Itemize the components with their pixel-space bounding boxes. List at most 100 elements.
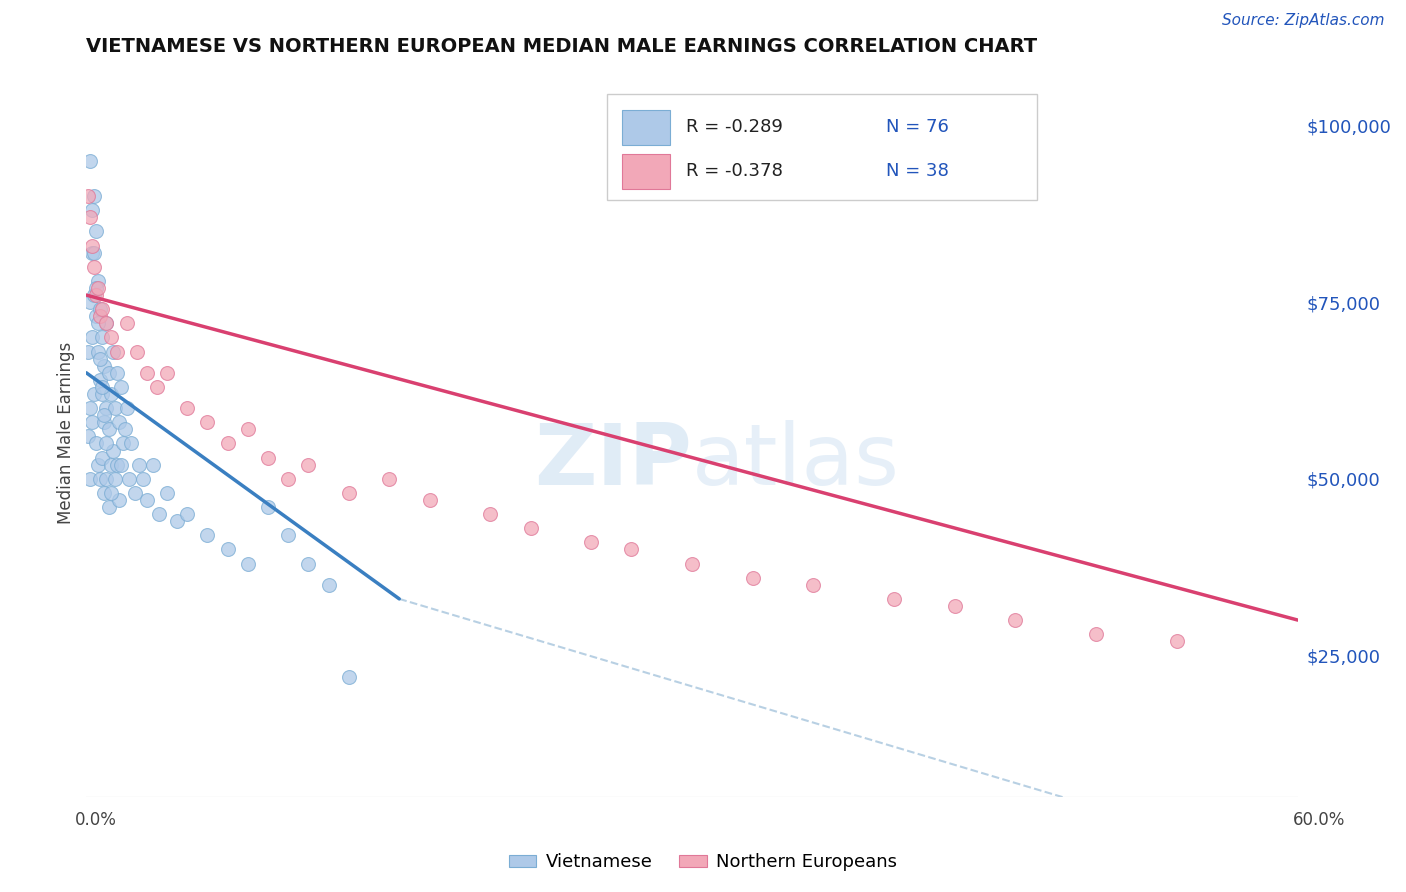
FancyBboxPatch shape <box>607 95 1038 200</box>
Text: atlas: atlas <box>692 420 900 503</box>
Point <box>741 571 763 585</box>
Point <box>479 507 502 521</box>
Point <box>257 500 280 514</box>
Point <box>97 422 120 436</box>
Point <box>87 458 110 472</box>
Point <box>97 500 120 514</box>
Point <box>337 486 360 500</box>
Point <box>96 472 118 486</box>
Point <box>79 401 101 416</box>
Point <box>681 557 703 571</box>
Point <box>105 344 128 359</box>
Point <box>86 288 108 302</box>
Point <box>337 670 360 684</box>
Point <box>96 316 118 330</box>
Point <box>82 203 104 218</box>
Point <box>77 189 100 203</box>
Point <box>89 351 111 366</box>
Point <box>91 450 114 465</box>
Point <box>101 344 124 359</box>
Point <box>86 225 108 239</box>
Point <box>176 507 198 521</box>
Point <box>197 415 219 429</box>
Point <box>128 458 150 472</box>
Point <box>378 472 401 486</box>
Point <box>89 310 111 324</box>
Text: VIETNAMESE VS NORTHERN EUROPEAN MEDIAN MALE EARNINGS CORRELATION CHART: VIETNAMESE VS NORTHERN EUROPEAN MEDIAN M… <box>86 37 1038 56</box>
Point <box>93 408 115 422</box>
Point <box>77 344 100 359</box>
Point <box>89 472 111 486</box>
Point <box>1166 634 1188 648</box>
Point <box>87 274 110 288</box>
Point <box>91 330 114 344</box>
Point <box>91 387 114 401</box>
Text: 60.0%: 60.0% <box>1292 811 1346 829</box>
Point <box>115 401 138 416</box>
Point <box>91 380 114 394</box>
Point <box>82 415 104 429</box>
Point <box>86 310 108 324</box>
Point <box>125 344 148 359</box>
Point <box>124 486 146 500</box>
Point <box>166 514 188 528</box>
Point <box>87 316 110 330</box>
Point <box>105 366 128 380</box>
Text: ZIP: ZIP <box>534 420 692 503</box>
Point <box>97 366 120 380</box>
Point <box>79 295 101 310</box>
FancyBboxPatch shape <box>621 111 671 145</box>
Point <box>83 260 105 274</box>
Point <box>120 436 142 450</box>
Point <box>107 415 129 429</box>
Point <box>132 472 155 486</box>
Point <box>419 493 441 508</box>
Point <box>79 211 101 225</box>
Point <box>103 472 125 486</box>
Text: Source: ZipAtlas.com: Source: ZipAtlas.com <box>1222 13 1385 28</box>
Point <box>100 387 122 401</box>
Point <box>111 436 134 450</box>
FancyBboxPatch shape <box>621 154 671 189</box>
Point <box>100 330 122 344</box>
Point <box>1084 627 1107 641</box>
Point <box>87 281 110 295</box>
Point <box>89 373 111 387</box>
Point <box>115 316 138 330</box>
Point <box>110 458 132 472</box>
Text: R = -0.378: R = -0.378 <box>686 161 783 180</box>
Point <box>579 535 602 549</box>
Point <box>197 528 219 542</box>
Point <box>82 238 104 252</box>
Point <box>257 450 280 465</box>
Point <box>107 493 129 508</box>
Point <box>83 189 105 203</box>
Text: N = 38: N = 38 <box>886 161 949 180</box>
Point <box>83 288 105 302</box>
Point <box>217 542 239 557</box>
Point <box>110 380 132 394</box>
Point <box>519 521 541 535</box>
Point <box>135 493 157 508</box>
Point <box>297 458 319 472</box>
Point <box>176 401 198 416</box>
Point <box>96 316 118 330</box>
Y-axis label: Median Male Earnings: Median Male Earnings <box>58 342 75 524</box>
Point <box>93 415 115 429</box>
Point <box>146 380 169 394</box>
Point <box>100 486 122 500</box>
Point <box>277 472 299 486</box>
Point <box>100 458 122 472</box>
Point <box>236 557 259 571</box>
Point <box>79 472 101 486</box>
Point <box>103 401 125 416</box>
Legend: Vietnamese, Northern Europeans: Vietnamese, Northern Europeans <box>502 847 904 879</box>
Point <box>83 245 105 260</box>
Point <box>156 366 179 380</box>
Point <box>86 436 108 450</box>
Point <box>82 245 104 260</box>
Point <box>105 458 128 472</box>
Point <box>135 366 157 380</box>
Point <box>101 443 124 458</box>
Point <box>93 486 115 500</box>
